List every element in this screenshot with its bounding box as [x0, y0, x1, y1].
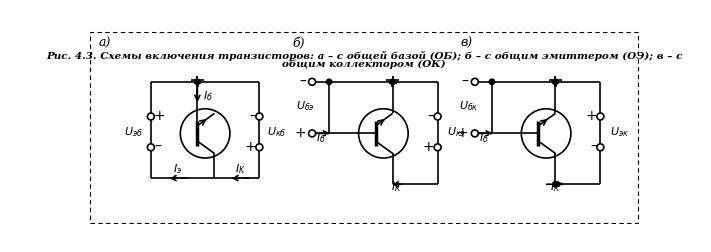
Text: –: –: [590, 140, 597, 154]
Text: $U_{эк}$: $U_{эк}$: [609, 125, 629, 139]
Circle shape: [597, 113, 604, 120]
Text: $I_б$: $I_б$: [203, 89, 213, 103]
Text: –: –: [427, 109, 434, 123]
Text: $I_б$: $I_б$: [316, 131, 326, 145]
Circle shape: [521, 109, 571, 158]
Text: $U_{кб}$: $U_{кб}$: [267, 125, 286, 139]
Circle shape: [597, 144, 604, 151]
Circle shape: [471, 78, 479, 85]
Text: $U_{бк}$: $U_{бк}$: [459, 100, 479, 113]
Circle shape: [434, 144, 441, 151]
Circle shape: [552, 79, 558, 84]
Text: $I_K$: $I_K$: [550, 180, 561, 194]
Text: а): а): [98, 37, 110, 50]
Circle shape: [147, 144, 154, 151]
Circle shape: [326, 79, 332, 84]
Text: $U_{кэ}$: $U_{кэ}$: [447, 125, 466, 139]
Text: +: +: [457, 127, 469, 140]
Text: –: –: [461, 75, 469, 89]
Circle shape: [256, 144, 263, 151]
Text: $I_б$: $I_б$: [479, 131, 489, 145]
Text: +: +: [245, 140, 256, 154]
Text: –: –: [299, 75, 306, 89]
Text: $U_{эб}$: $U_{эб}$: [124, 125, 144, 139]
Circle shape: [434, 113, 441, 120]
Circle shape: [471, 130, 479, 137]
Text: в): в): [461, 37, 473, 50]
Circle shape: [489, 79, 495, 84]
Text: +: +: [423, 140, 434, 154]
Circle shape: [552, 181, 558, 187]
Circle shape: [309, 78, 316, 85]
Text: –: –: [250, 109, 256, 123]
Circle shape: [147, 113, 154, 120]
Text: общим коллектором (ОК): общим коллектором (ОК): [282, 59, 446, 69]
Text: б): б): [293, 37, 305, 50]
Text: +: +: [294, 127, 306, 140]
Circle shape: [358, 109, 408, 158]
Circle shape: [309, 130, 316, 137]
Text: $I_э$: $I_э$: [173, 162, 183, 176]
Circle shape: [195, 79, 200, 84]
Text: +: +: [154, 109, 166, 123]
Circle shape: [181, 109, 230, 158]
Text: $I_K$: $I_K$: [235, 162, 246, 176]
Text: $I_K$: $I_K$: [391, 180, 402, 194]
Text: –: –: [154, 140, 161, 154]
Text: +: +: [586, 109, 597, 123]
Text: Рис. 4.3. Схемы включения транзисторов: а – с общей базой (ОБ); б – с общим эмит: Рис. 4.3. Схемы включения транзисторов: …: [46, 51, 683, 61]
Circle shape: [256, 113, 263, 120]
Text: $U_{бэ}$: $U_{бэ}$: [296, 100, 315, 113]
Circle shape: [390, 79, 395, 84]
